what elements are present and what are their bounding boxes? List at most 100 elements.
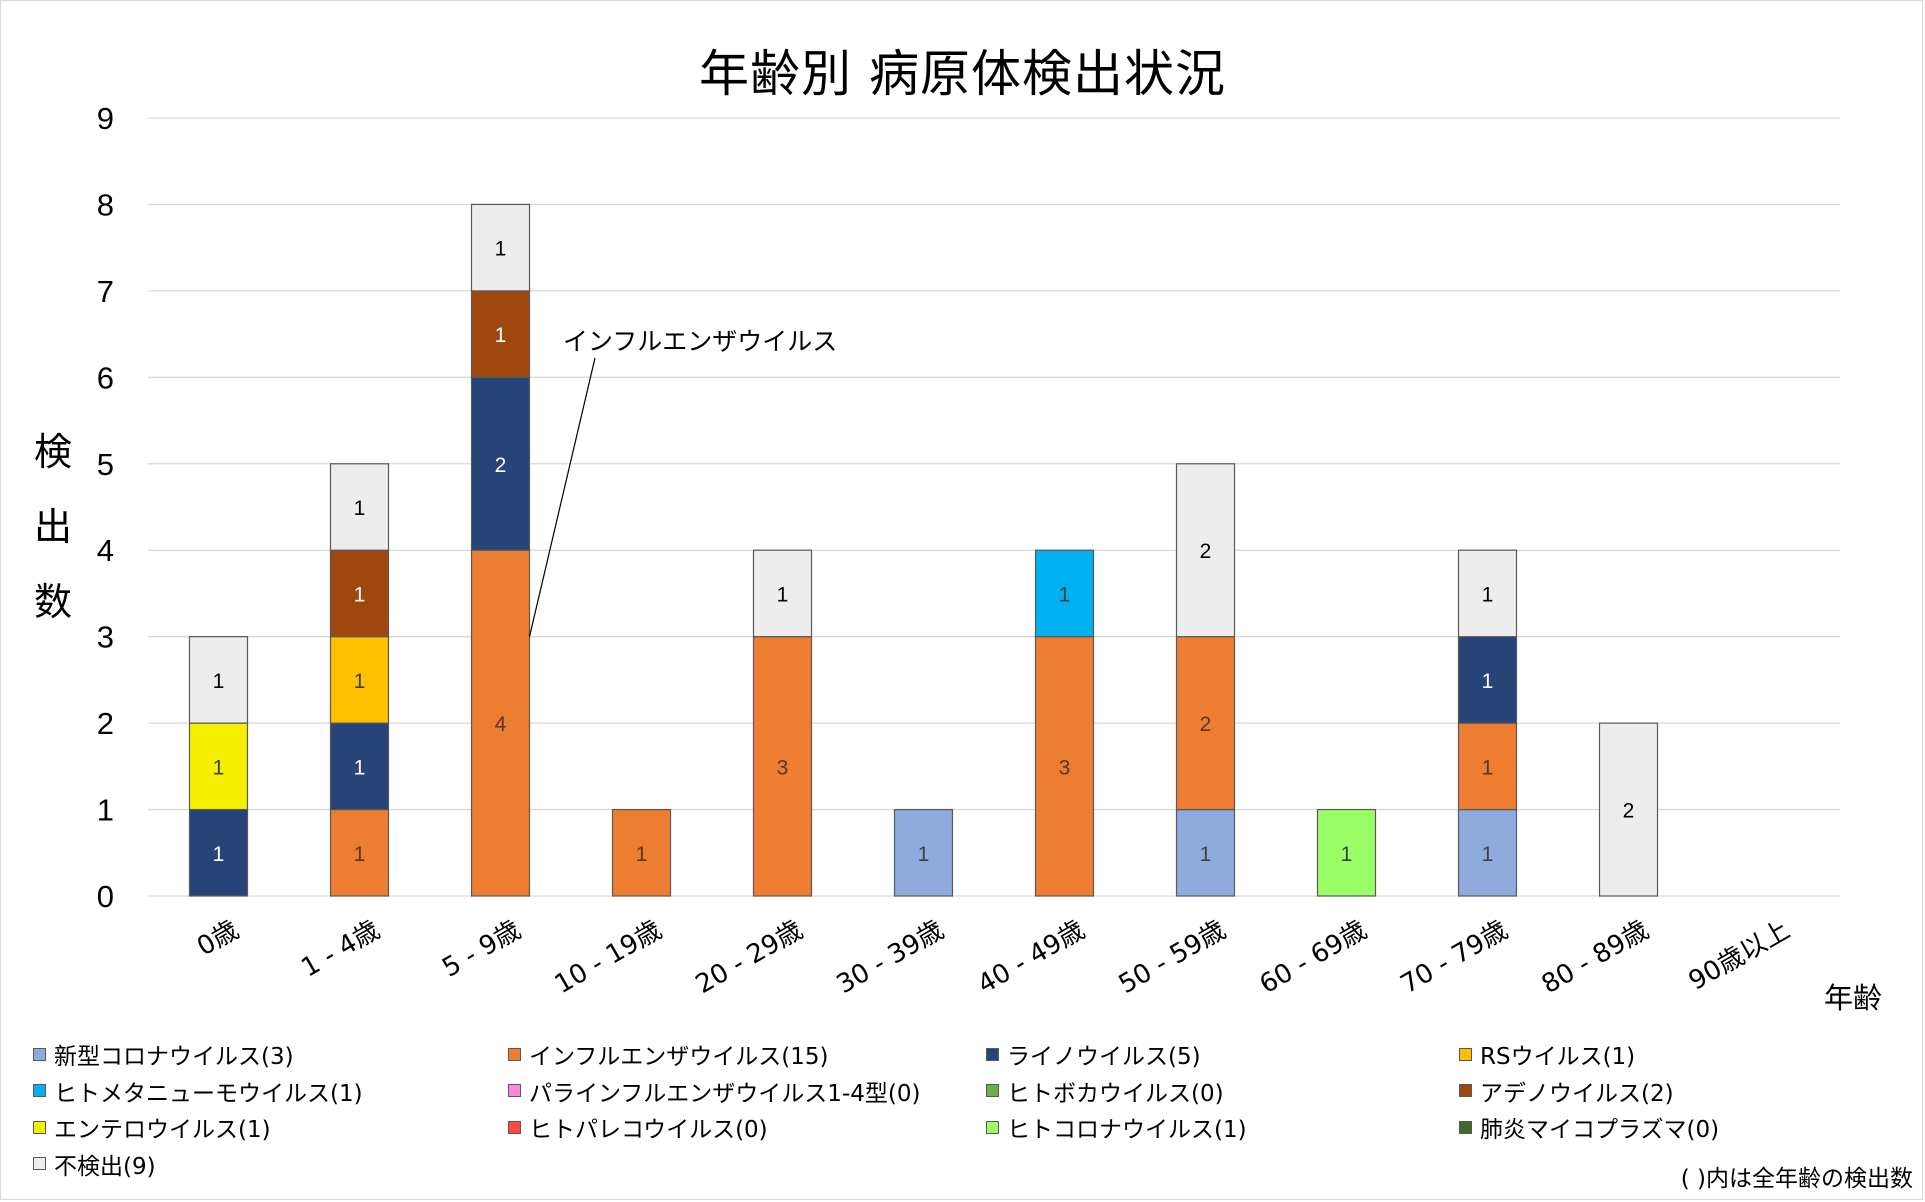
bar-segment bbox=[188, 808, 249, 897]
y-axis-label-char: 検 bbox=[33, 430, 72, 474]
x-tick-label: 60 - 69歳 bbox=[1255, 915, 1372, 1000]
legend-swatch bbox=[508, 1120, 521, 1134]
legend-item: アデノウイルス(2) bbox=[1459, 1073, 1674, 1109]
y-tick-label: 6 bbox=[97, 360, 114, 395]
data-label: 1 bbox=[918, 843, 930, 866]
x-tick-label: 0歳 bbox=[192, 915, 244, 962]
data-label: 1 bbox=[1341, 843, 1353, 866]
bar-segment bbox=[1598, 722, 1659, 897]
data-label: 1 bbox=[213, 843, 225, 866]
gridlines bbox=[148, 117, 1840, 897]
y-ticks: 0 1 2 3 4 5 6 7 8 9 bbox=[97, 101, 114, 914]
bar-segment bbox=[329, 463, 390, 551]
legend-label: ヒトメタニューモウイルス(1) bbox=[54, 1080, 363, 1107]
annotation-label: インフルエンザウイルス bbox=[563, 327, 837, 356]
y-tick-label: 1 bbox=[97, 793, 114, 828]
legend-swatch bbox=[33, 1084, 46, 1097]
data-label: 1 bbox=[354, 583, 366, 606]
x-tick-label: 30 - 39歳 bbox=[832, 915, 949, 1000]
bar-segment bbox=[1175, 463, 1236, 638]
legend-item: 不検出(9) bbox=[33, 1146, 156, 1182]
bar-segment bbox=[1175, 808, 1236, 897]
bars bbox=[188, 203, 1659, 897]
legend-label: ヒトパレコウイルス(0) bbox=[529, 1117, 768, 1143]
y-tick-label: 8 bbox=[97, 187, 114, 222]
data-label: 2 bbox=[1200, 713, 1212, 736]
y-tick-label: 5 bbox=[97, 447, 114, 482]
bar-segment bbox=[188, 722, 249, 811]
footnote: ( )内は全年齢の検出数 bbox=[1680, 1166, 1913, 1192]
legend-label: インフルエンザウイルス(15) bbox=[529, 1044, 829, 1070]
y-tick-label: 3 bbox=[97, 620, 114, 655]
data-label: 1 bbox=[495, 238, 507, 261]
y-tick-label: 0 bbox=[97, 879, 114, 914]
bar-segment bbox=[329, 722, 390, 811]
legend-item: パラインフルエンザウイルス1-4型(0) bbox=[508, 1073, 920, 1109]
data-label: 1 bbox=[354, 843, 366, 866]
legend-swatch bbox=[33, 1120, 46, 1134]
data-label: 1 bbox=[354, 756, 366, 779]
annotation: インフルエンザウイルス bbox=[528, 327, 837, 637]
legend-label: パラインフルエンザウイルス1-4型(0) bbox=[529, 1080, 921, 1107]
x-tick-label: 20 - 29歳 bbox=[691, 915, 808, 1000]
data-label: 3 bbox=[777, 756, 789, 779]
bar-segment bbox=[1316, 808, 1377, 897]
bar-segment bbox=[1175, 636, 1236, 811]
x-tick-label: 10 - 19歳 bbox=[550, 915, 667, 1000]
legend-label: RSウイルス(1) bbox=[1480, 1044, 1636, 1070]
bar-segment bbox=[611, 808, 672, 897]
x-tick-label: 90歳以上 bbox=[1684, 915, 1795, 997]
bar-segment bbox=[329, 636, 390, 724]
chart-title: 年齢別 病原体検出状況 bbox=[699, 45, 1226, 103]
data-label: 1 bbox=[1200, 843, 1212, 866]
data-label: 1 bbox=[1482, 583, 1494, 606]
legend-swatch bbox=[1459, 1120, 1472, 1134]
legend-label: 不検出(9) bbox=[54, 1153, 156, 1180]
data-label: 4 bbox=[495, 713, 507, 736]
bar-segment bbox=[470, 290, 531, 378]
y-axis-label-char: 出 bbox=[33, 505, 72, 549]
bar-segment bbox=[1457, 722, 1518, 811]
data-label: 1 bbox=[213, 670, 225, 693]
data-label: 1 bbox=[777, 583, 789, 606]
bar-segment bbox=[188, 636, 249, 724]
legend-item: エンテロウイルス(1) bbox=[33, 1109, 271, 1145]
x-tick-label: 1 - 4歳 bbox=[296, 915, 385, 983]
legend-label: ライノウイルス(5) bbox=[1007, 1044, 1201, 1070]
legend-swatch bbox=[508, 1084, 521, 1097]
x-tick-label: 80 - 89歳 bbox=[1537, 915, 1654, 1000]
bar-segment bbox=[1034, 636, 1095, 897]
legend-swatch bbox=[33, 1047, 46, 1061]
x-tick-label: 40 - 49歳 bbox=[973, 915, 1090, 1000]
x-tick-label: 5 - 9歳 bbox=[437, 915, 526, 983]
data-label: 2 bbox=[495, 454, 507, 477]
legend-item: インフルエンザウイルス(15) bbox=[508, 1036, 829, 1072]
data-label: 2 bbox=[1200, 540, 1212, 563]
legend-item: 肺炎マイコプラズマ(0) bbox=[1459, 1109, 1719, 1145]
legend-item: ライノウイルス(5) bbox=[986, 1036, 1201, 1072]
data-label: 1 bbox=[1482, 756, 1494, 779]
legend-label: エンテロウイルス(1) bbox=[54, 1117, 271, 1143]
data-label: 2 bbox=[1623, 800, 1635, 823]
legend-item: 新型コロナウイルス(3) bbox=[33, 1036, 294, 1072]
legend-swatch bbox=[508, 1047, 521, 1061]
bar-segment bbox=[329, 808, 390, 897]
bar-segment bbox=[1457, 549, 1518, 638]
data-label: 1 bbox=[1059, 583, 1071, 606]
x-tick-label: 50 - 59歳 bbox=[1114, 915, 1231, 1000]
legend-label: ヒトボカウイルス(0) bbox=[1007, 1080, 1224, 1107]
y-tick-label: 2 bbox=[97, 706, 114, 741]
segment-labels: 1 1 1 1 4 1 3 3 2 1 1 1 2 1 1 1 1 1 1 1 1 1 1 1 2 1 2 bbox=[213, 238, 1635, 866]
bar-segment bbox=[893, 808, 954, 897]
bar-segment bbox=[470, 376, 531, 551]
legend-label: ヒトコロナウイルス(1) bbox=[1007, 1117, 1247, 1143]
legend-swatch bbox=[33, 1157, 46, 1170]
legend-swatch bbox=[1459, 1047, 1472, 1061]
annotation-leader-line bbox=[528, 357, 596, 637]
data-label: 1 bbox=[1482, 843, 1494, 866]
legend-item: ヒトボカウイルス(0) bbox=[986, 1073, 1224, 1109]
data-label: 3 bbox=[1059, 756, 1071, 779]
legend-swatch bbox=[986, 1047, 999, 1061]
y-axis-label-char: 数 bbox=[33, 580, 72, 624]
